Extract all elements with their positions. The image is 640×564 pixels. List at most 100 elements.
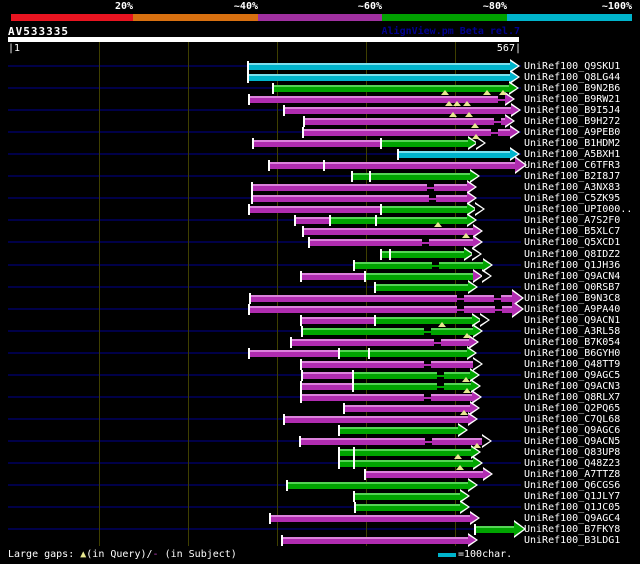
- subject-id-label[interactable]: UniRef100_A7S2F0: [524, 215, 621, 226]
- hsp-bar: [380, 206, 467, 213]
- hsp-bar: [308, 239, 473, 246]
- subject-id-label[interactable]: UniRef100_A3NX83: [524, 182, 621, 193]
- subject-id-label[interactable]: UniRef100_B5XLC7: [524, 226, 621, 237]
- scale-tick-label: 20%: [114, 1, 133, 12]
- arrowhead-icon: [512, 302, 522, 316]
- subject-id-label[interactable]: UniRef100_Q0RSB7: [524, 282, 621, 293]
- query-gap-triangle-icon: [463, 101, 471, 106]
- subject-id-label[interactable]: UniRef100_B1HDM2: [524, 138, 621, 149]
- subject-id-label[interactable]: UniRef100_A5BXH1: [524, 149, 621, 160]
- subject-id-label[interactable]: UniRef100_A3RL58: [524, 326, 621, 337]
- hsp-boundary-tick: [353, 447, 355, 458]
- query-gap-triangle-icon: [456, 465, 464, 470]
- hsp-boundary-tick: [283, 414, 285, 425]
- row-leader-line: [8, 484, 521, 486]
- hsp-boundary-tick: [294, 215, 296, 226]
- subject-id-label[interactable]: UniRef100_Q1JH36: [524, 260, 621, 271]
- subject-id-label[interactable]: UniRef100_C7QL68: [524, 414, 621, 425]
- arrowhead-icon: [467, 193, 475, 203]
- arrowhead-icon: [510, 149, 518, 159]
- alignview-watermark: AlignView.pm Beta rel.7: [381, 26, 520, 37]
- hsp-boundary-tick: [364, 271, 366, 282]
- subject-id-label[interactable]: UniRef100_C6TFR3: [524, 160, 621, 171]
- subject-id-label[interactable]: UniRef100_Q9AGC5: [524, 370, 621, 381]
- subject-gap-dash-icon: [427, 187, 434, 189]
- subject-id-label[interactable]: UniRef100_Q9ACN5: [524, 436, 621, 447]
- subject-id-label[interactable]: UniRef100_Q9SKU1: [524, 61, 621, 72]
- arrowhead-icon: [467, 348, 475, 358]
- hsp-boundary-tick: [323, 160, 325, 171]
- query-gap-triangle-icon: [449, 112, 457, 117]
- subject-gap-dash-icon: [434, 342, 441, 344]
- subject-id-label[interactable]: UniRef100_Q48Z23: [524, 458, 621, 469]
- scale-tick-label: ~100%: [601, 1, 632, 12]
- query-gap-triangle-icon: [473, 443, 481, 448]
- subject-gap-dash-icon: [422, 242, 429, 244]
- subject-id-label[interactable]: UniRef100_B9N2B6: [524, 83, 621, 94]
- arrowhead-icon: [505, 116, 513, 126]
- subject-id-label[interactable]: UniRef100_B7FKY8: [524, 524, 621, 535]
- scale-100char-line: [438, 553, 456, 557]
- hsp-bar: [251, 184, 467, 191]
- subject-id-label[interactable]: UniRef100_B9H272: [524, 116, 621, 127]
- arrowhead-icon: [476, 138, 484, 148]
- hsp-bar: [380, 251, 464, 258]
- hsp-boundary-tick: [351, 171, 353, 182]
- row-leader-line: [8, 175, 521, 177]
- subject-id-label[interactable]: UniRef100_Q83UP8: [524, 447, 621, 458]
- hsp-boundary-tick: [338, 447, 340, 458]
- subject-id-label[interactable]: UniRef100_Q9AGC4: [524, 513, 621, 524]
- subject-id-label[interactable]: UniRef100_Q5XCD1: [524, 237, 621, 248]
- subject-id-label[interactable]: UniRef100_Q8RLX7: [524, 392, 621, 403]
- subject-id-label[interactable]: UniRef100_Q9ACN4: [524, 271, 621, 282]
- subject-id-label[interactable]: UniRef100_B3LDG1: [524, 535, 621, 546]
- arrowhead-icon: [510, 72, 518, 82]
- subject-id-label[interactable]: UniRef100_B7K054: [524, 337, 621, 348]
- hsp-boundary-tick: [302, 226, 304, 237]
- arrowhead-icon: [511, 105, 519, 115]
- row-leader-line: [8, 528, 521, 530]
- subject-id-label[interactable]: UniRef100_C5ZK95: [524, 193, 621, 204]
- subject-id-label[interactable]: UniRef100_A7TTZ8: [524, 469, 621, 480]
- subject-id-label[interactable]: UniRef100_A9PEB0: [524, 127, 621, 138]
- subject-id-label[interactable]: UniRef100_Q9AGC6: [524, 425, 621, 436]
- scale-segment: [11, 14, 133, 21]
- subject-id-label[interactable]: UniRef100_Q1JLY7: [524, 491, 621, 502]
- arrowhead-icon: [473, 458, 481, 468]
- arrowhead-icon: [470, 370, 478, 380]
- subject-id-label[interactable]: UniRef100_B2I8J7: [524, 171, 621, 182]
- arrowhead-icon: [482, 436, 490, 446]
- subject-id-label[interactable]: UniRef100_B6GYH0: [524, 348, 621, 359]
- gridline-100char: [366, 42, 367, 546]
- arrowhead-icon: [475, 204, 483, 214]
- subject-id-label[interactable]: UniRef100_Q48TT9: [524, 359, 621, 370]
- hsp-bar: [300, 317, 374, 324]
- subject-id-label[interactable]: UniRef100_B9RW21: [524, 94, 621, 105]
- row-leader-line: [8, 330, 521, 332]
- scale-segment: [507, 14, 632, 21]
- subject-id-label[interactable]: UniRef100_B9I5J4: [524, 105, 621, 116]
- subject-id-label[interactable]: UniRef100_B9N3C8: [524, 293, 621, 304]
- hsp-bar: [353, 493, 460, 500]
- arrowhead-icon: [510, 61, 518, 71]
- hsp-bar: [283, 107, 511, 114]
- hsp-bar: [248, 96, 505, 103]
- arrowhead-icon: [470, 513, 478, 523]
- subject-id-label[interactable]: UniRef100_UPI000..: [524, 204, 633, 215]
- subject-id-label[interactable]: UniRef100_Q8IDZ2: [524, 249, 621, 260]
- hsp-boundary-tick: [268, 160, 270, 171]
- subject-id-label[interactable]: UniRef100_Q8LG44: [524, 72, 621, 83]
- subject-id-label[interactable]: UniRef100_Q6CGS6: [524, 480, 621, 491]
- subject-id-label[interactable]: UniRef100_Q9ACN3: [524, 381, 621, 392]
- query-gap-triangle-icon: [465, 112, 473, 117]
- arrowhead-icon: [473, 326, 481, 336]
- arrowhead-icon: [468, 480, 476, 490]
- hsp-bar: [364, 273, 473, 280]
- row-leader-line: [8, 506, 521, 508]
- subject-id-label[interactable]: UniRef100_Q1JC05: [524, 502, 621, 513]
- subject-id-label[interactable]: UniRef100_A9PA40: [524, 304, 621, 315]
- subject-id-label[interactable]: UniRef100_Q2PQ65: [524, 403, 621, 414]
- subject-id-label[interactable]: UniRef100_Q9ACN1: [524, 315, 621, 326]
- query-gap-triangle-icon: [434, 222, 442, 227]
- arrowhead-icon: [468, 138, 476, 148]
